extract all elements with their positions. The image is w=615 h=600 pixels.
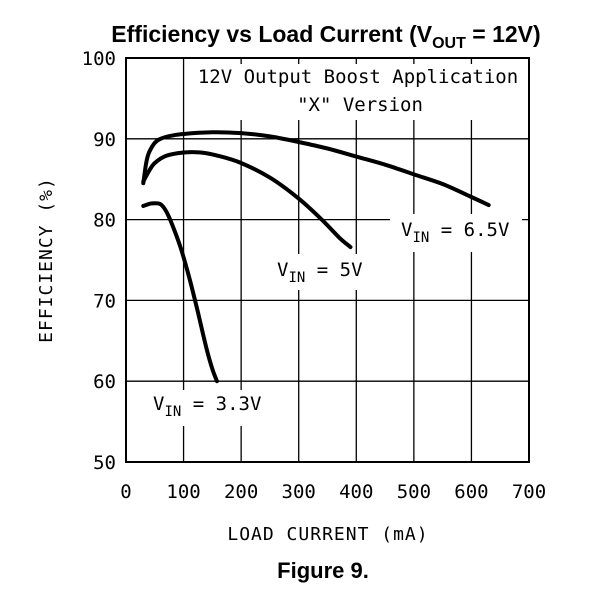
x-tick-label-300: 300 (282, 481, 316, 503)
y-tick-label-100: 100 (82, 48, 116, 70)
annotation-version: "X" Version (297, 94, 423, 116)
grid-lines (126, 58, 529, 462)
plot-frame (125, 57, 530, 463)
annotation-background (192, 64, 522, 120)
x-tick-label-400: 400 (339, 481, 373, 503)
chart-title: Efficiency vs Load Current (VOUT = 12V) (111, 21, 540, 52)
label-background-vin-3-3v (142, 390, 276, 426)
label-background-vin-6-5v (390, 214, 522, 252)
series-lines (141, 130, 491, 384)
x-tick-label-0: 0 (120, 481, 131, 503)
tick-labels: 0 100 200 300 400 500 600 700 50 60 70 80 90 100 (82, 48, 546, 503)
label-background-vin-5v (268, 254, 380, 290)
series-line-v-in-6-5v (141, 130, 491, 208)
x-tick-label-500: 500 (397, 481, 431, 503)
x-axis-label: LOAD CURRENT (mA) (227, 524, 428, 545)
x-tick-label-600: 600 (454, 481, 488, 503)
figure-caption: Figure 9. (277, 558, 369, 583)
y-tick-label-60: 60 (93, 371, 116, 393)
x-tick-label-100: 100 (166, 481, 200, 503)
series-label-vin-6-5v: VIN = 6.5V (401, 219, 509, 246)
series-line-v-in-5v (141, 150, 353, 250)
y-tick-label-50: 50 (93, 452, 116, 474)
series-line-v-in-3-3v (141, 201, 219, 384)
x-tick-label-700: 700 (512, 481, 546, 503)
annotation-application: 12V Output Boost Application (198, 66, 518, 88)
series-label-vin-5v: VIN = 5V (277, 259, 363, 286)
x-tick-label-200: 200 (224, 481, 258, 503)
series-label-vin-3-3v: VIN = 3.3V (153, 393, 261, 420)
y-tick-label-80: 80 (93, 210, 116, 232)
y-axis-label: EFFICIENCY (%) (36, 177, 57, 343)
y-tick-label-90: 90 (93, 129, 116, 151)
y-tick-label-70: 70 (93, 290, 116, 312)
